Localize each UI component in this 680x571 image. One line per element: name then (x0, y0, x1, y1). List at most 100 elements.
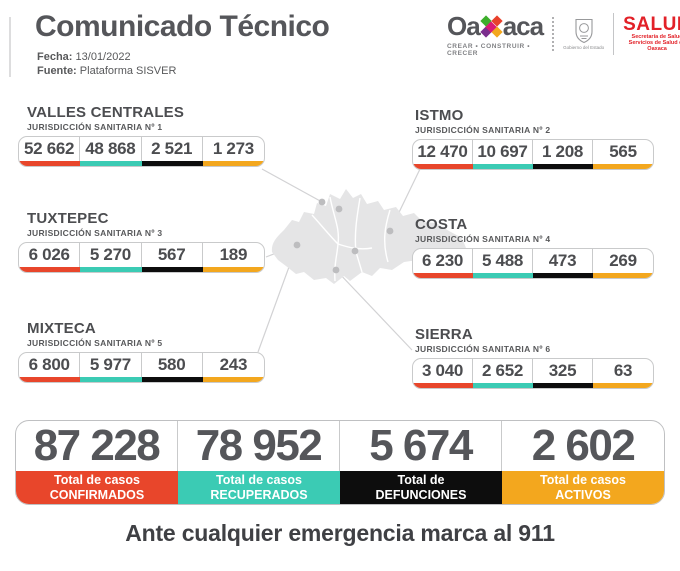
activos-value: 269 (609, 251, 637, 270)
region-name: ISTMO (415, 107, 464, 124)
stat-cell-defunciones: 1 208 (533, 140, 593, 169)
region-stats-box: 6 230 5 488 473 269 (412, 248, 654, 279)
region-name: TUXTEPEC (27, 210, 109, 227)
activos-value: 565 (609, 142, 637, 161)
oaxaca-wordmark: Oa aca (447, 11, 544, 42)
stat-cell-defunciones: 325 (533, 359, 593, 388)
report-source: Fuente: Plataforma SISVER (37, 64, 176, 78)
vertical-divider (613, 13, 615, 55)
total-confirmados: 87 228 Total de casos CONFIRMADOS (16, 421, 178, 504)
label-line-1: Total de casos (216, 472, 302, 487)
salud-logo: SALUD Secretaría de Salud Servicios de S… (623, 15, 680, 52)
label-line-2: RECUPERADOS (210, 487, 308, 502)
stat-cell-confirmados: 12 470 (413, 140, 473, 169)
activos-value: 189 (219, 245, 248, 264)
recuperados-value: 5 488 (473, 249, 533, 273)
activos-value: 243 (219, 355, 248, 374)
stat-cell-activos: 189 (202, 243, 264, 272)
stat-cell-activos: 63 (593, 359, 653, 388)
recuperados-value: 10 697 (473, 140, 533, 164)
source-value: Plataforma SISVER (79, 65, 177, 77)
region-name: VALLES CENTRALES (27, 104, 185, 121)
region-name: COSTA (415, 216, 468, 233)
oaxaca-state-shape (271, 189, 466, 284)
confirmados-underline (413, 273, 473, 278)
label-line-2: DEFUNCIONES (375, 487, 467, 502)
activos-underline (593, 273, 653, 278)
defunciones-underline (533, 383, 593, 388)
recuperados-value: 2 652 (473, 359, 533, 383)
oaxaca-wordmark-left: Oa (447, 11, 481, 41)
state-seal-caption: Gobierno del Estado (563, 45, 605, 50)
dotted-divider (552, 17, 555, 51)
label-line-2: ACTIVOS (555, 487, 611, 502)
activos-value: 63 (613, 361, 633, 380)
total-activos-value: 2 602 (531, 421, 636, 470)
region-block-istmo: ISTMO JURISDICCIÓN SANITARIA Nº 2 12 470… (412, 107, 654, 170)
region-jurisdiction: JURISDICCIÓN SANITARIA Nº 3 (27, 228, 163, 238)
label-line-1: Total de casos (540, 472, 626, 487)
confirmados-underline (413, 383, 473, 388)
confirmados-value: 6 230 (413, 249, 473, 273)
region-block-valles-centrales: VALLES CENTRALES JURISDICCIÓN SANITARIA … (18, 104, 265, 167)
label-line-1: Total de (397, 472, 445, 487)
stat-cell-recuperados: 48 868 (80, 137, 142, 166)
stat-cell-defunciones: 567 (141, 243, 203, 272)
defunciones-value: 2 521 (142, 137, 203, 161)
stat-cell-defunciones: 473 (533, 249, 593, 278)
confirmados-value: 52 662 (19, 137, 81, 161)
state-seal-icon (575, 18, 593, 44)
confirmados-underline (19, 161, 81, 166)
confirmados-value: 12 470 (413, 140, 473, 164)
total-activos: 2 602 Total de casos ACTIVOS (502, 421, 664, 504)
total-recuperados-value: 78 952 (178, 421, 340, 471)
defunciones-underline (533, 273, 593, 278)
recuperados-underline (80, 377, 142, 382)
activos-value: 1 273 (212, 139, 254, 158)
region-jurisdiction: JURISDICCIÓN SANITARIA Nº 4 (415, 234, 551, 244)
report-meta: Fecha: 13/01/2022 Fuente: Plataforma SIS… (37, 50, 176, 78)
total-recuperados-label: Total de casos RECUPERADOS (178, 471, 340, 504)
stat-cell-activos: 243 (202, 353, 264, 382)
defunciones-underline (141, 267, 203, 272)
confirmados-value: 6 026 (19, 243, 81, 267)
stat-cell-confirmados: 52 662 (19, 137, 81, 166)
defunciones-underline (533, 164, 593, 169)
recuperados-value: 5 270 (80, 243, 142, 267)
date-value: 13/01/2022 (75, 51, 131, 63)
total-confirmados-value: 87 228 (16, 421, 178, 471)
source-label: Fuente: (37, 65, 77, 77)
region-stats-box: 6 026 5 270 567 189 (18, 242, 265, 273)
report-date: Fecha: 13/01/2022 (37, 50, 176, 64)
defunciones-underline (141, 377, 203, 382)
stat-cell-recuperados: 5 977 (80, 353, 142, 382)
activos-underline (593, 383, 653, 388)
stat-cell-activos: 269 (593, 249, 653, 278)
stat-cell-confirmados: 3 040 (413, 359, 473, 388)
region-block-tuxtepec: TUXTEPEC JURISDICCIÓN SANITARIA Nº 3 6 0… (18, 210, 265, 273)
region-stats-box: 52 662 48 868 2 521 1 273 (18, 136, 265, 167)
region-block-sierra: SIERRA JURISDICCIÓN SANITARIA Nº 6 3 040… (412, 326, 654, 389)
recuperados-value: 48 868 (80, 137, 142, 161)
recuperados-underline (80, 267, 142, 272)
stat-cell-recuperados: 5 270 (80, 243, 142, 272)
activos-underline (593, 164, 653, 169)
stat-cell-confirmados: 6 800 (19, 353, 81, 382)
activos-underline (202, 267, 264, 272)
salud-subtitle-2: Servicios de Salud de Oaxaca (628, 40, 680, 52)
defunciones-value: 1 208 (533, 140, 593, 164)
total-defunciones: 5 674 Total de DEFUNCIONES (340, 421, 502, 504)
activos-underline (202, 161, 264, 166)
region-stats-box: 12 470 10 697 1 208 565 (412, 139, 654, 170)
state-seal: Gobierno del Estado (563, 18, 604, 50)
map-anchor-dots (293, 198, 394, 274)
total-confirmados-label: Total de casos CONFIRMADOS (16, 471, 178, 504)
defunciones-value: 325 (533, 359, 593, 383)
defunciones-value: 580 (142, 353, 203, 377)
region-jurisdiction: JURISDICCIÓN SANITARIA Nº 1 (27, 122, 163, 132)
stat-cell-defunciones: 2 521 (141, 137, 203, 166)
salud-subtitle-1: Secretaría de Salud (631, 34, 680, 41)
stat-cell-confirmados: 6 230 (413, 249, 473, 278)
oaxaca-logo: Oa aca CREAR • CONSTRUIR • CRECER (447, 11, 544, 57)
